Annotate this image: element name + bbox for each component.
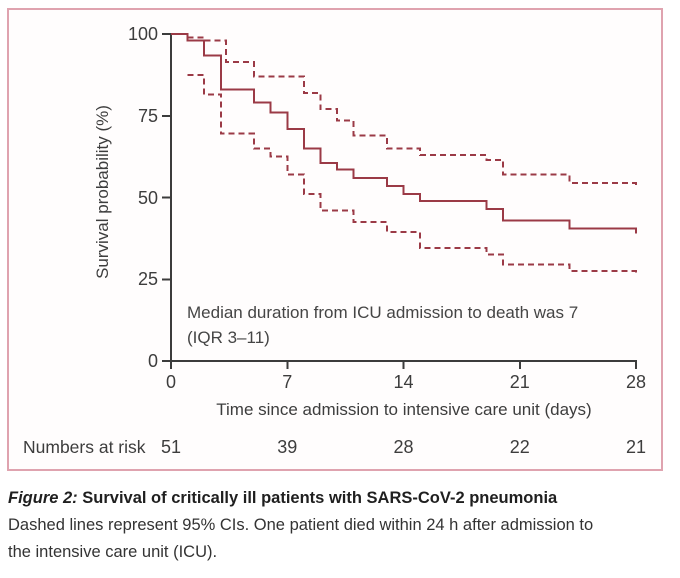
x-tick-label: 7 [282,372,293,392]
numbers-at-risk-value: 39 [277,437,298,457]
numbers-at-risk-value: 22 [509,437,530,457]
figure-caption-title: Figure 2: Survival of critically ill pat… [8,485,658,512]
km-chart-svg [162,33,637,369]
x-axis-title: Time since admission to intensive care u… [216,400,592,419]
y-tick-label: 25 [137,269,158,290]
x-tick-label: 28 [625,372,647,392]
y-tick-label: 50 [137,187,158,208]
numbers-at-risk-value: 28 [393,437,414,457]
figure-caption-label: Figure 2: [8,489,78,507]
figure-caption-body-line1: Dashed lines represent 95% CIs. One pati… [8,516,594,534]
x-tick-label: 21 [509,372,530,392]
numbers-at-risk-label: Numbers at risk [23,437,146,457]
annotation-median-duration: Median duration from ICU admission to de… [187,300,617,350]
numbers-at-risk-value: 21 [625,437,647,457]
annotation-line-2: (IQR 3–11) [187,328,270,347]
survival-curve [171,33,637,234]
upper-ci-curve [187,36,637,188]
numbers-at-risk-value: 51 [160,437,182,457]
x-tick-label: 0 [165,372,176,392]
annotation-line-1: Median duration from ICU admission to de… [187,303,579,322]
y-tick-label: 0 [147,351,158,371]
y-tick-label: 75 [137,105,158,126]
x-tick-label: 14 [393,372,414,392]
figure-border-frame [7,8,663,471]
figure-caption-body-line2: the intensive care unit (ICU). [8,542,218,561]
lower-ci-curve [187,73,637,277]
figure-caption-heading: Survival of critically ill patients with… [77,489,558,507]
y-tick-label: 100 [127,24,158,44]
figure-caption: Figure 2: Survival of critically ill pat… [8,485,658,565]
